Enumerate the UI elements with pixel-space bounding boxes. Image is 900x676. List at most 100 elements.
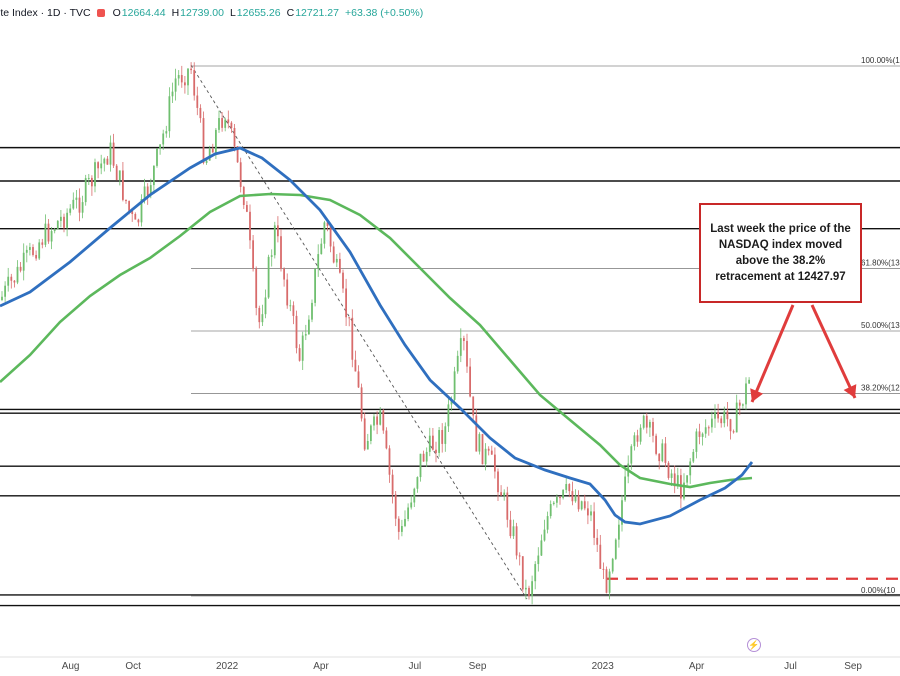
candle-body bbox=[577, 495, 580, 510]
candle-body bbox=[382, 410, 385, 431]
candle-body bbox=[168, 96, 171, 132]
candle-body bbox=[261, 314, 264, 323]
candle-body bbox=[363, 418, 366, 450]
candle-body bbox=[537, 555, 540, 565]
fib-level-label: 0.00%(10 bbox=[861, 586, 896, 595]
high-value: 12739.00 bbox=[180, 7, 224, 19]
candle-body bbox=[311, 302, 313, 320]
candle-body bbox=[456, 355, 459, 372]
candle-body bbox=[280, 236, 282, 269]
candle-body bbox=[633, 435, 636, 447]
candle-body bbox=[543, 529, 546, 541]
candle-body bbox=[649, 421, 651, 428]
candle-body bbox=[292, 305, 295, 316]
candle-body bbox=[373, 416, 375, 426]
candle-body bbox=[208, 148, 211, 161]
candle-body bbox=[614, 539, 617, 559]
candle-body bbox=[549, 504, 552, 517]
candle-body bbox=[314, 268, 316, 303]
candle-body bbox=[490, 450, 493, 455]
candle-body bbox=[630, 446, 633, 464]
candle-body bbox=[748, 379, 750, 384]
candle-body bbox=[190, 68, 192, 71]
candle-body bbox=[78, 197, 81, 213]
candle-body bbox=[270, 255, 273, 257]
candle-body bbox=[540, 540, 543, 556]
candle-body bbox=[621, 500, 623, 525]
candle-body bbox=[357, 371, 360, 388]
candle-body bbox=[348, 317, 351, 319]
callout-text: Last week the price of the NASDAQ index … bbox=[710, 223, 851, 283]
candle-body bbox=[525, 587, 527, 590]
change-value: +63.38 (+0.50%) bbox=[344, 7, 424, 19]
candle-body bbox=[202, 118, 205, 163]
candle-body bbox=[466, 340, 468, 367]
candle-body bbox=[106, 158, 109, 165]
candle-body bbox=[673, 473, 676, 487]
candle-body bbox=[701, 433, 704, 437]
close-value: 12721.27 bbox=[295, 7, 339, 19]
low-value: 12655.26 bbox=[236, 7, 281, 19]
candle-body bbox=[100, 163, 103, 169]
candle-body bbox=[487, 448, 490, 451]
candle-body bbox=[583, 501, 586, 509]
candle-body bbox=[298, 348, 301, 361]
candle-body bbox=[689, 461, 692, 476]
ma-green-line bbox=[0, 192, 753, 489]
candle-body bbox=[509, 519, 512, 537]
annotation-callout[interactable]: Last week the price of the NASDAQ index … bbox=[699, 203, 862, 303]
candle-body bbox=[84, 178, 87, 203]
candle-body bbox=[239, 162, 242, 187]
candle-body bbox=[692, 451, 695, 462]
candle-body bbox=[695, 431, 698, 452]
candle-body bbox=[664, 443, 667, 463]
candle-body bbox=[112, 142, 115, 166]
candle-body bbox=[50, 231, 53, 242]
candle-body bbox=[317, 254, 320, 269]
candle-body bbox=[16, 266, 19, 283]
candle-body bbox=[199, 107, 202, 119]
callout-arrowhead-2 bbox=[843, 384, 857, 398]
x-tick-label: 2023 bbox=[592, 661, 615, 672]
candle-body bbox=[484, 448, 487, 465]
candle-body bbox=[599, 544, 602, 569]
candle-body bbox=[301, 335, 304, 361]
candle-body bbox=[422, 453, 425, 462]
candle-body bbox=[450, 399, 453, 405]
candle-body bbox=[35, 254, 37, 259]
candle-body bbox=[391, 474, 394, 495]
candle-body bbox=[720, 418, 723, 424]
candle-body bbox=[416, 477, 419, 489]
candle-body bbox=[308, 319, 310, 335]
callout-arrow-1 bbox=[750, 304, 795, 403]
candle-body bbox=[568, 484, 571, 492]
candle-body bbox=[475, 415, 478, 452]
candle-body bbox=[289, 305, 292, 307]
candle-body bbox=[385, 430, 388, 449]
candle-body bbox=[366, 440, 369, 450]
candle-body bbox=[521, 556, 524, 590]
candle-body bbox=[224, 119, 227, 128]
candle-body bbox=[624, 476, 626, 501]
candle-body bbox=[32, 247, 34, 255]
candle-body bbox=[735, 402, 738, 433]
candle-body bbox=[556, 497, 558, 503]
candle-body bbox=[376, 416, 378, 425]
candle-body bbox=[351, 317, 354, 360]
candle-body bbox=[19, 266, 22, 271]
lightning-icon[interactable]: ⚡ bbox=[747, 638, 761, 652]
candle-body bbox=[137, 219, 140, 223]
candle-body bbox=[512, 526, 515, 537]
candle-body bbox=[97, 162, 99, 169]
candle-body bbox=[249, 211, 251, 241]
candle-body bbox=[645, 415, 648, 428]
candle-body bbox=[704, 427, 707, 434]
candle-body bbox=[184, 82, 186, 86]
candle-body bbox=[53, 229, 56, 232]
candle-body bbox=[559, 497, 561, 499]
symbol-title[interactable]: ite Index · 1D · TVC bbox=[0, 7, 91, 19]
candle-body bbox=[729, 419, 732, 432]
candle-body bbox=[233, 128, 236, 147]
